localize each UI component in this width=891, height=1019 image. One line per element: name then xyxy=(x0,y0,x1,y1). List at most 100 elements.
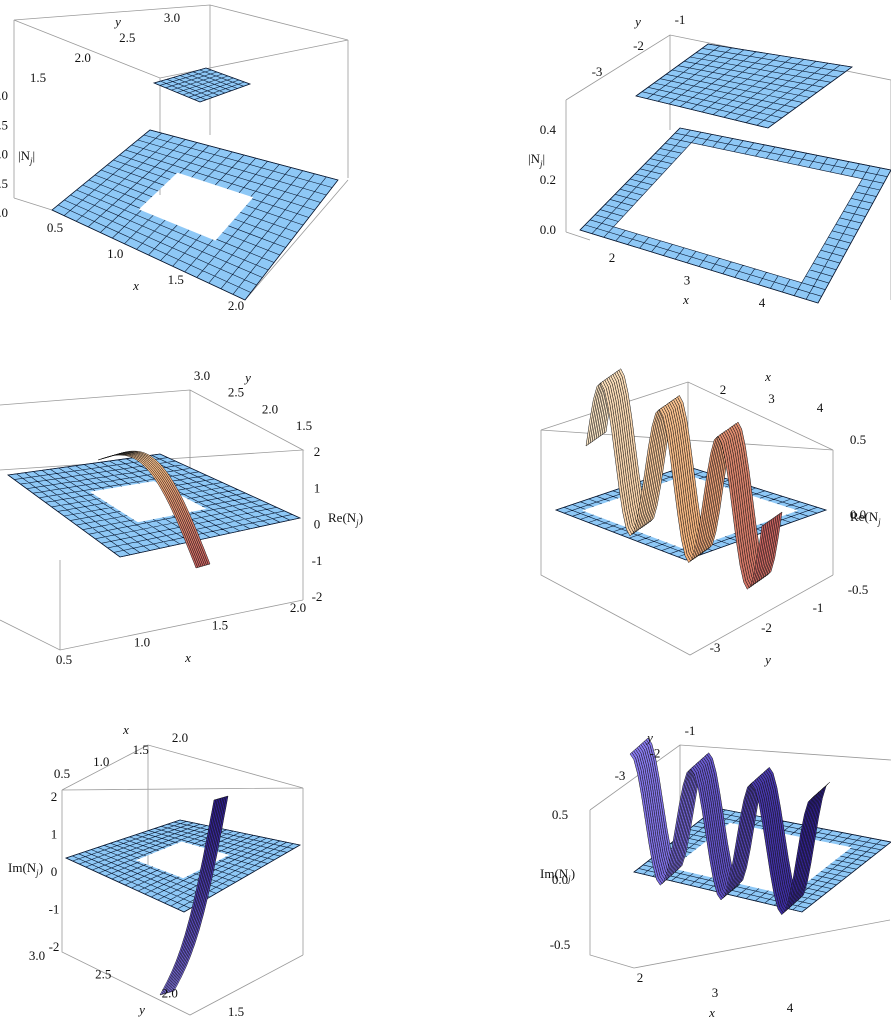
x-axis-tick-label: 1.5 xyxy=(168,272,184,287)
panels-root: 0.5 1.0 1.5 2.0 x 1.5 2.0 2.5 3.0 y 0.0 0.5 1.0 1.5 2.… xyxy=(0,4,891,1019)
x-axis-title: x xyxy=(708,1005,715,1019)
im-oscillation xyxy=(629,737,831,916)
z-axis-tick-label: 0 xyxy=(314,517,321,532)
panel-bottom-right: 2 3 4 x -3 -2 -1 y -0.5 0.0 0.5 Im(Nj) xyxy=(540,723,891,1019)
re-oscillation-strip xyxy=(585,380,765,590)
y-axis-tick-label: -2 xyxy=(650,746,661,761)
z-axis-tick-label: 1.0 xyxy=(0,147,8,162)
z-axis-tick-label: -1 xyxy=(312,553,323,568)
plane-z0 xyxy=(51,129,339,301)
y-axis-title: y xyxy=(633,14,641,29)
z-axis-tick-label: 2 xyxy=(51,789,58,804)
axes-box xyxy=(589,744,891,969)
plane-top-patch xyxy=(152,67,252,103)
y-axis-tick-label: -3 xyxy=(710,640,721,655)
z-axis-tick-label: -0.5 xyxy=(550,937,571,952)
z-axis-tick-label: 0.5 xyxy=(552,807,568,822)
axes-box xyxy=(61,744,304,1016)
y-axis-tick-label: 3.0 xyxy=(164,10,180,25)
re-oscillation xyxy=(585,368,783,590)
z-axis-tick-label: 2.0 xyxy=(0,88,8,103)
x-axis-tick-label: 3 xyxy=(684,273,691,288)
y-axis-tick-label: -2 xyxy=(761,620,772,635)
y-axis-title: y xyxy=(113,14,121,29)
y-axis-tick-label: -3 xyxy=(592,64,603,79)
z-axis-tick-label: -1 xyxy=(49,902,60,917)
plane-z0 xyxy=(579,127,891,304)
y-axis-tick-label: 1.5 xyxy=(228,1004,244,1019)
x-axis-tick-label: 3 xyxy=(712,985,719,1000)
x-axis-tick-label: 1.0 xyxy=(107,246,123,261)
z-axis-tick-label: 0.0 xyxy=(850,507,866,522)
re-ridge-strip xyxy=(110,450,211,565)
x-axis-tick-label: 2 xyxy=(637,970,644,985)
x-axis-tick-label: 1.0 xyxy=(134,635,150,650)
x-axis-tick-label: 2 xyxy=(609,250,616,265)
panel-middle-left: 0.5 1.0 1.5 2.0 x 1.5 2.0 2.5 3.0 y 2 1 0 -1 -2 Re(Nj) xyxy=(0,368,363,667)
y-axis-tick-label: -1 xyxy=(675,12,686,27)
y-axis-tick-label: 3.0 xyxy=(29,948,45,963)
im-oscillation-strip xyxy=(629,752,814,916)
panel-middle-right: 2 3 4 x -3 -2 -1 y 0.5 0.0 -0.5 Re(Nj xyxy=(540,368,881,667)
re-ridge xyxy=(97,450,211,569)
z-axis-tick-label: 0.4 xyxy=(540,122,557,137)
z-axis-tick-label: 0.5 xyxy=(0,176,8,191)
x-axis-tick-label: 1.5 xyxy=(212,617,228,632)
x-axis-tick-label: 4 xyxy=(787,1000,794,1015)
axes-box xyxy=(0,389,305,651)
y-axis-title: y xyxy=(137,1002,145,1017)
im-ridge xyxy=(159,795,229,996)
z-axis-title: |Nj| xyxy=(528,151,545,169)
x-axis-tick-label: 3 xyxy=(768,391,775,406)
y-axis-title: y xyxy=(645,730,653,745)
z-axis-tick-label: 0 xyxy=(51,864,58,879)
y-axis-tick-label: -1 xyxy=(685,723,696,738)
z-axis-tick-label: -0.5 xyxy=(848,582,869,597)
z-axis-tick-label: 0.0 xyxy=(552,872,568,887)
y-axis-title: y xyxy=(243,370,251,385)
x-axis-title: x xyxy=(122,722,129,737)
z-axis-title: |Nj| xyxy=(18,148,35,166)
z-axis-title: Re(Nj) xyxy=(328,510,363,528)
x-axis-tick-label: 1.5 xyxy=(133,742,149,757)
x-axis-tick-label: 4 xyxy=(817,400,824,415)
z-axis-tick-label: -2 xyxy=(312,589,323,604)
y-axis-tick-label: -3 xyxy=(615,768,626,783)
z-axis-tick-label: 2 xyxy=(314,444,321,459)
x-axis-tick-label: 0.5 xyxy=(47,220,63,235)
z-axis-title: Im(Nj) xyxy=(540,866,575,884)
y-axis-tick-label: 2.0 xyxy=(162,985,178,1000)
x-axis-tick-label: 4 xyxy=(759,295,766,310)
y-axis-tick-label: 2.5 xyxy=(95,967,111,982)
y-axis-tick-label: 3.0 xyxy=(194,368,210,383)
y-axis-tick-label: 1.5 xyxy=(30,70,46,85)
z-axis-tick-label: -2 xyxy=(49,939,60,954)
y-axis-tick-label: 2.5 xyxy=(119,30,135,45)
x-axis-title: x xyxy=(682,292,689,307)
x-axis-tick-label: 2.0 xyxy=(172,730,188,745)
x-axis-tick-label: 0.5 xyxy=(54,766,70,781)
plane-z0 xyxy=(6,453,302,558)
im-ridge-strip xyxy=(171,795,229,992)
y-axis-tick-label: 2.5 xyxy=(228,385,244,400)
panel-bottom-left: 0.5 1.0 1.5 2.0 x 3.0 2.5 2.0 1.5 y 2 1 0 -1 -2 Im(Nj) xyxy=(8,722,304,1019)
x-axis-tick-label: 0.5 xyxy=(56,652,72,667)
y-axis-title: y xyxy=(763,652,771,667)
y-axis-tick-label: -1 xyxy=(813,600,824,615)
x-axis-title: x xyxy=(764,369,771,384)
y-axis-tick-label: -2 xyxy=(633,38,644,53)
x-axis-tick-label: 2 xyxy=(720,382,727,397)
plane-top-patch xyxy=(635,43,854,129)
z-axis-tick-label: 0.5 xyxy=(850,432,866,447)
z-axis-tick-label: 1.5 xyxy=(0,117,8,132)
x-axis-title: x xyxy=(184,650,191,665)
z-axis-title: Im(Nj) xyxy=(8,860,43,878)
z-axis-tick-label: 1 xyxy=(314,480,321,495)
panel-top-left: 0.5 1.0 1.5 2.0 x 1.5 2.0 2.5 3.0 y 0.0 0.5 1.0 1.5 2.… xyxy=(0,4,349,313)
z-axis-tick-label: 0.2 xyxy=(540,172,556,187)
z-axis-title: Re(Nj xyxy=(850,509,881,527)
x-axis-tick-label: 2.0 xyxy=(228,298,244,313)
z-axis-tick-label: 1 xyxy=(51,827,58,842)
y-axis-tick-label: 2.0 xyxy=(262,401,278,416)
